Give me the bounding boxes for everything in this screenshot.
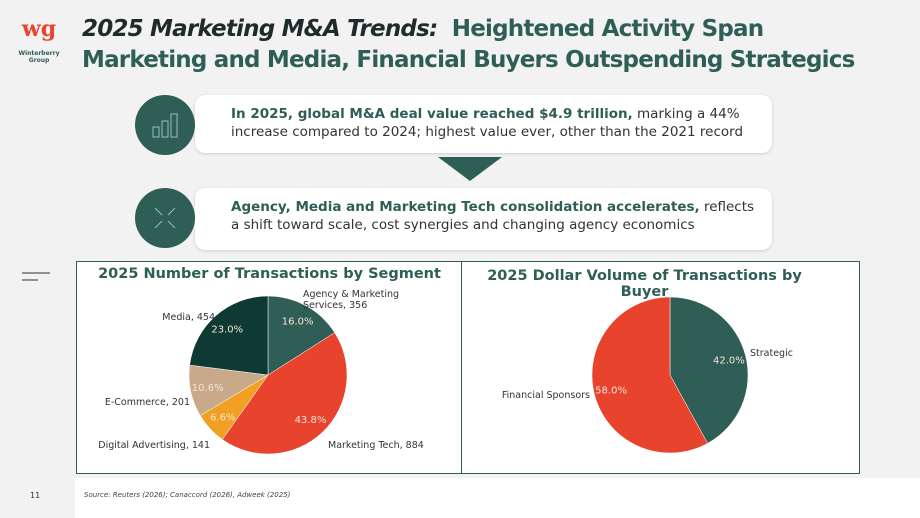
value-label: 6.6% [210, 412, 235, 423]
callout: In 2025, global M&A deal value reached $… [195, 95, 772, 153]
category-label: Strategic [750, 348, 793, 359]
category-label: Financial Sponsors [501, 390, 590, 401]
title: 2025 Marketing M&A Trends: Heightened Ac… [82, 14, 882, 76]
logo-text: wg [21, 16, 56, 42]
callout: Agency, Media and Marketing Tech consoli… [195, 188, 772, 250]
title-main: Heightened Activity Span Marketing and M… [82, 16, 855, 73]
category-label: Agency & Marketing Services, 356 [303, 289, 400, 311]
footer [0, 478, 920, 518]
value-label: 58.0% [595, 386, 627, 397]
divider [461, 262, 462, 473]
page-box [0, 478, 75, 518]
value-label: 43.8% [295, 415, 327, 426]
callout-text: reflects a shift toward scale, cost syne… [231, 199, 755, 233]
page-number: 11 [30, 491, 41, 500]
logo-mark: wg [21, 16, 56, 42]
value-label: 10.6% [192, 383, 224, 394]
category-label: Marketing Tech, 884 [328, 440, 424, 451]
pie-slice [669, 296, 749, 444]
callout-text: marking a 44% increase compared to 2024;… [231, 106, 744, 140]
icon [152, 113, 178, 138]
icon-circle [135, 188, 195, 248]
source: Source: Reuters (2026); Canaccord (2026)… [84, 491, 291, 499]
category-label: E-Commerce, 201 [104, 397, 190, 408]
value-label: 23.0% [211, 324, 243, 335]
chart-title: 2025 Dollar Volume of Transactions by Bu… [487, 268, 802, 300]
category-label: Media, 454 [162, 312, 215, 323]
pie-slice [222, 332, 348, 455]
pie-slice [267, 295, 336, 376]
arrow [438, 157, 502, 181]
category-label: Digital Advertising, 141 [98, 440, 210, 451]
logo-name: Winterberry Group [18, 50, 60, 64]
pie-slice [189, 295, 269, 376]
pie-slice [591, 296, 708, 454]
value-label: 16.0% [282, 317, 314, 328]
callout-bold: Agency, Media and Marketing Tech consoli… [231, 199, 700, 215]
decoration [22, 272, 50, 281]
icon-circle [135, 95, 195, 155]
title-lead: 2025 Marketing M&A Trends: [82, 16, 438, 42]
chart-title: 2025 Number of Transactions by Segment [98, 266, 441, 282]
icon [154, 207, 176, 229]
callout-bold: In 2025, global M&A deal value reached $… [231, 106, 633, 122]
value-label: 42.0% [713, 355, 745, 366]
